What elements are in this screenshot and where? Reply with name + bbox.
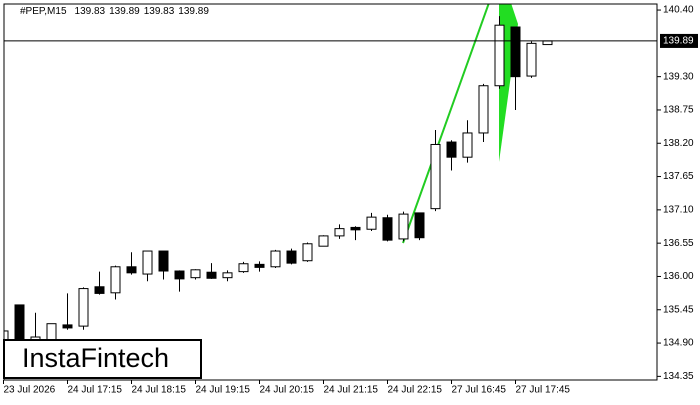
candle-body	[254, 263, 265, 268]
candle-body	[302, 243, 313, 262]
candle-body	[46, 323, 57, 341]
candle-body	[270, 250, 281, 268]
candle-body	[510, 26, 521, 78]
y-tick-label: 134.35	[663, 371, 694, 382]
chart-info: #PEP,M15 139.83 139.89 139.83 139.89	[20, 6, 209, 17]
candle-body	[222, 272, 233, 279]
y-tick-label: 135.45	[663, 304, 694, 315]
info-value: 139.83	[75, 6, 106, 17]
candle-body	[526, 42, 537, 77]
price-label: 139.89	[663, 36, 694, 47]
x-tick-label: 27 Jul 17:45	[516, 385, 571, 396]
y-tick-label: 137.10	[663, 205, 694, 216]
candle-body	[94, 286, 105, 294]
x-tick-label: 24 Jul 20:15	[260, 385, 315, 396]
candle-body	[334, 228, 345, 237]
plot-border	[3, 3, 658, 381]
y-tick-label: 140.40	[663, 5, 694, 16]
candle-body	[286, 250, 297, 264]
y-tick-label: 137.65	[663, 171, 694, 182]
y-tick-label: 136.00	[663, 271, 694, 282]
candle-body	[206, 271, 217, 279]
candle-body	[126, 266, 137, 274]
logo-box	[3, 339, 202, 379]
candle-body	[158, 250, 169, 272]
x-tick-label: 24 Jul 19:15	[196, 385, 251, 396]
x-tick-label: 23 Jul 2026	[4, 385, 56, 396]
candle-body	[446, 141, 457, 158]
symbol: #PEP,M15	[20, 6, 67, 17]
candle-body	[174, 270, 185, 280]
x-tick-label: 24 Jul 21:15	[324, 385, 379, 396]
info-value: 139.83	[144, 6, 175, 17]
y-tick-label: 136.55	[663, 238, 694, 249]
candle-body	[382, 217, 393, 241]
logo: InstaFintech	[22, 343, 169, 373]
y-tick-label: 138.75	[663, 105, 694, 116]
candle-body	[110, 266, 121, 294]
candle-body	[190, 269, 201, 279]
candle-body	[478, 85, 489, 134]
candle-body	[366, 216, 377, 230]
x-tick-label: 24 Jul 22:15	[388, 385, 443, 396]
plot-area	[4, 4, 553, 356]
candle-body	[462, 132, 473, 158]
x-tick-label: 24 Jul 17:15	[68, 385, 123, 396]
x-tick-label: 24 Jul 18:15	[132, 385, 187, 396]
candle-body	[238, 263, 249, 273]
info-value: 139.89	[109, 6, 140, 17]
candle-body	[4, 330, 9, 347]
y-tick-label: 138.20	[663, 138, 694, 149]
y-tick-label: 139.30	[663, 71, 694, 82]
candle-body	[78, 288, 89, 327]
candle-body	[398, 213, 409, 240]
candle-body	[62, 324, 73, 329]
candle-body	[350, 226, 361, 231]
candle-body	[318, 235, 329, 247]
x-tick-label: 27 Jul 16:45	[452, 385, 507, 396]
candle-body	[494, 24, 505, 87]
candle-body	[142, 250, 153, 275]
candle-body	[542, 40, 553, 46]
price-label-box	[660, 33, 698, 48]
candle-body	[414, 212, 425, 239]
candle-body	[430, 143, 441, 210]
y-tick-label: 134.90	[663, 338, 694, 349]
info-value: 139.89	[178, 6, 209, 17]
